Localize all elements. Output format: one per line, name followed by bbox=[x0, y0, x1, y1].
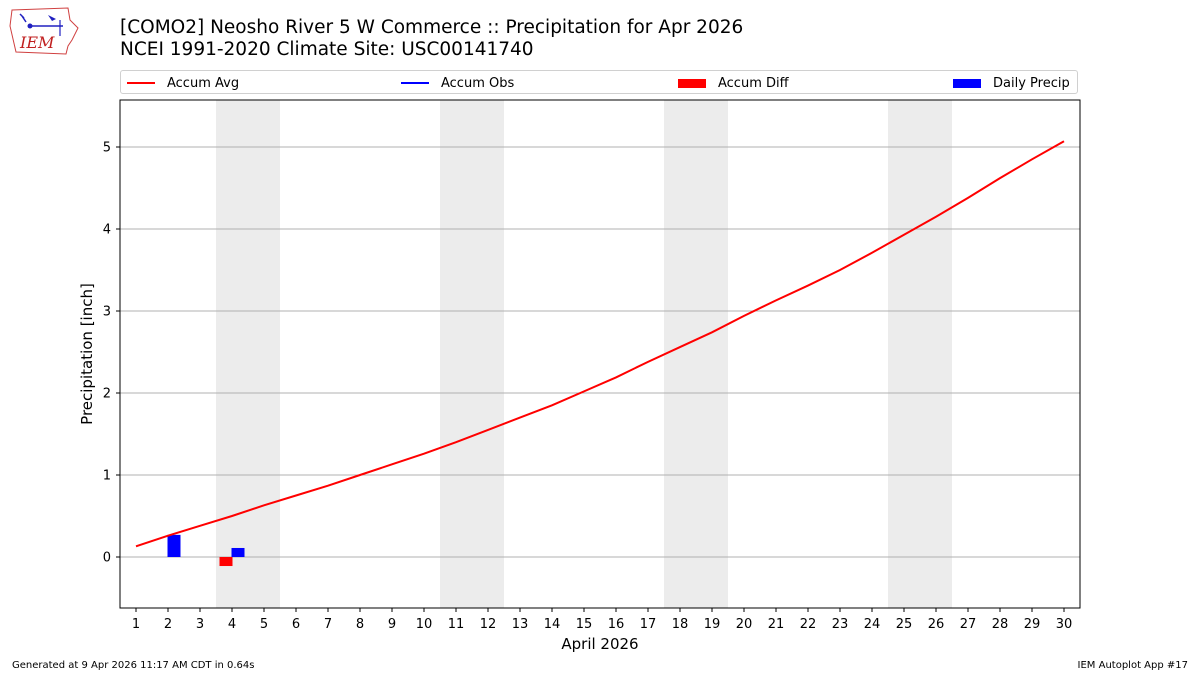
x-tick-label: 2 bbox=[164, 617, 172, 632]
bar-accum-diff bbox=[219, 557, 233, 567]
x-tick-label: 28 bbox=[992, 617, 1009, 632]
x-tick-label: 11 bbox=[448, 617, 465, 632]
x-tick-label: 7 bbox=[324, 617, 332, 632]
legend-accum-diff: Accum Diff bbox=[678, 74, 789, 92]
legend-daily-precip: Daily Precip bbox=[953, 74, 1070, 92]
red-line-icon bbox=[127, 82, 155, 84]
weekend-band bbox=[664, 100, 728, 608]
blue-patch-icon bbox=[953, 78, 981, 88]
red-patch-icon bbox=[678, 78, 706, 88]
y-axis-label: Precipitation [inch] bbox=[78, 283, 96, 425]
x-tick-label: 19 bbox=[704, 617, 721, 632]
x-axis-label: April 2026 bbox=[561, 635, 639, 653]
bar-daily-precip bbox=[167, 534, 181, 557]
y-tick-label: 1 bbox=[103, 469, 111, 484]
x-tick-label: 13 bbox=[512, 617, 529, 632]
y-tick-label: 2 bbox=[103, 387, 111, 402]
x-tick-label: 29 bbox=[1024, 617, 1041, 632]
x-tick-label: 10 bbox=[416, 617, 433, 632]
x-tick-label: 27 bbox=[960, 617, 977, 632]
plot-frame bbox=[119, 99, 1081, 609]
x-tick-label: 4 bbox=[228, 617, 236, 632]
weekend-band bbox=[888, 100, 952, 608]
legend-accum-avg: Accum Avg bbox=[127, 74, 239, 92]
x-tick-label: 12 bbox=[480, 617, 497, 632]
line-accum-avg bbox=[135, 140, 1065, 548]
x-tick-label: 3 bbox=[196, 617, 204, 632]
x-tick-label: 30 bbox=[1056, 617, 1073, 632]
generated-timestamp: Generated at 9 Apr 2026 11:17 AM CDT in … bbox=[12, 660, 255, 671]
x-tick-label: 16 bbox=[608, 617, 625, 632]
y-tick-label: 0 bbox=[103, 551, 111, 566]
x-tick-label: 14 bbox=[544, 617, 561, 632]
blue-line-icon bbox=[401, 82, 429, 84]
x-tick-label: 6 bbox=[292, 617, 300, 632]
iem-logo: IEM bbox=[8, 6, 80, 58]
x-tick-label: 5 bbox=[260, 617, 268, 632]
x-tick-label: 24 bbox=[864, 617, 881, 632]
title-line-2: NCEI 1991-2020 Climate Site: USC00141740 bbox=[120, 39, 534, 60]
y-tick-label: 5 bbox=[103, 141, 111, 156]
legend-label: Accum Avg bbox=[167, 75, 240, 91]
x-tick-label: 1 bbox=[132, 617, 140, 632]
x-tick-label: 20 bbox=[736, 617, 753, 632]
x-tick-label: 8 bbox=[356, 617, 364, 632]
x-tick-label: 22 bbox=[800, 617, 817, 632]
y-tick-label: 3 bbox=[103, 305, 111, 320]
x-tick-label: 9 bbox=[388, 617, 396, 632]
y-tick-label: 4 bbox=[103, 223, 111, 238]
app-id: IEM Autoplot App #17 bbox=[1077, 660, 1188, 671]
x-tick-label: 26 bbox=[928, 617, 945, 632]
x-tick-label: 23 bbox=[832, 617, 849, 632]
legend: Accum Avg Accum Obs Accum Diff Daily Pre… bbox=[120, 70, 1078, 94]
x-tick-label: 25 bbox=[896, 617, 913, 632]
title-line-1: [COMO2] Neosho River 5 W Commerce :: Pre… bbox=[120, 17, 744, 38]
x-tick-label: 21 bbox=[768, 617, 785, 632]
bar-daily-precip bbox=[231, 547, 245, 557]
x-tick-label: 18 bbox=[672, 617, 689, 632]
x-tick-label: 15 bbox=[576, 617, 593, 632]
legend-label: Accum Obs bbox=[441, 75, 515, 91]
legend-accum-obs: Accum Obs bbox=[401, 74, 514, 92]
x-tick-label: 17 bbox=[640, 617, 657, 632]
logo-text: IEM bbox=[19, 33, 55, 52]
weekend-band bbox=[440, 100, 504, 608]
legend-label: Daily Precip bbox=[993, 75, 1070, 91]
chart-title: [COMO2] Neosho River 5 W Commerce :: Pre… bbox=[120, 17, 743, 61]
weekend-band bbox=[216, 100, 280, 608]
legend-label: Accum Diff bbox=[718, 75, 789, 91]
